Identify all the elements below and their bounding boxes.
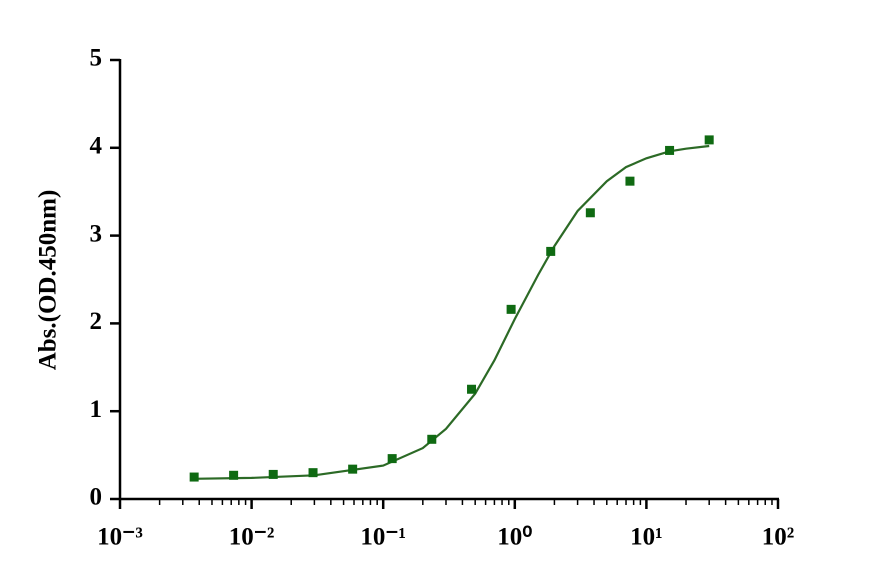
data-point <box>546 246 556 256</box>
data-point <box>585 208 595 218</box>
data-point <box>189 472 199 482</box>
x-tick-label: 10² <box>762 524 795 551</box>
y-tick-label: 2 <box>90 308 103 335</box>
data-point <box>467 384 477 394</box>
data-point <box>665 145 675 155</box>
y-tick-label: 4 <box>90 133 103 160</box>
data-point <box>387 454 397 464</box>
data-point <box>625 176 635 186</box>
x-tick-label: 10¹ <box>630 524 663 551</box>
x-tick-label: 10⁰ <box>497 524 532 551</box>
data-point <box>427 434 437 444</box>
x-tick-label: 10⁻³ <box>97 524 143 551</box>
data-point <box>348 464 358 474</box>
data-point <box>704 135 714 145</box>
y-tick-label: 0 <box>90 484 103 511</box>
y-tick-label: 5 <box>90 45 103 72</box>
y-tick-label: 3 <box>90 220 103 247</box>
y-axis-label: Abs.(OD.450nm) <box>35 190 62 371</box>
data-point <box>308 468 318 478</box>
data-point <box>506 304 516 314</box>
x-tick-label: 10⁻¹ <box>360 524 406 551</box>
data-point <box>229 470 239 480</box>
fit-curve <box>193 144 710 480</box>
y-tick-label: 1 <box>90 396 103 423</box>
x-tick-label: 10⁻² <box>229 524 275 551</box>
data-point <box>268 469 278 479</box>
